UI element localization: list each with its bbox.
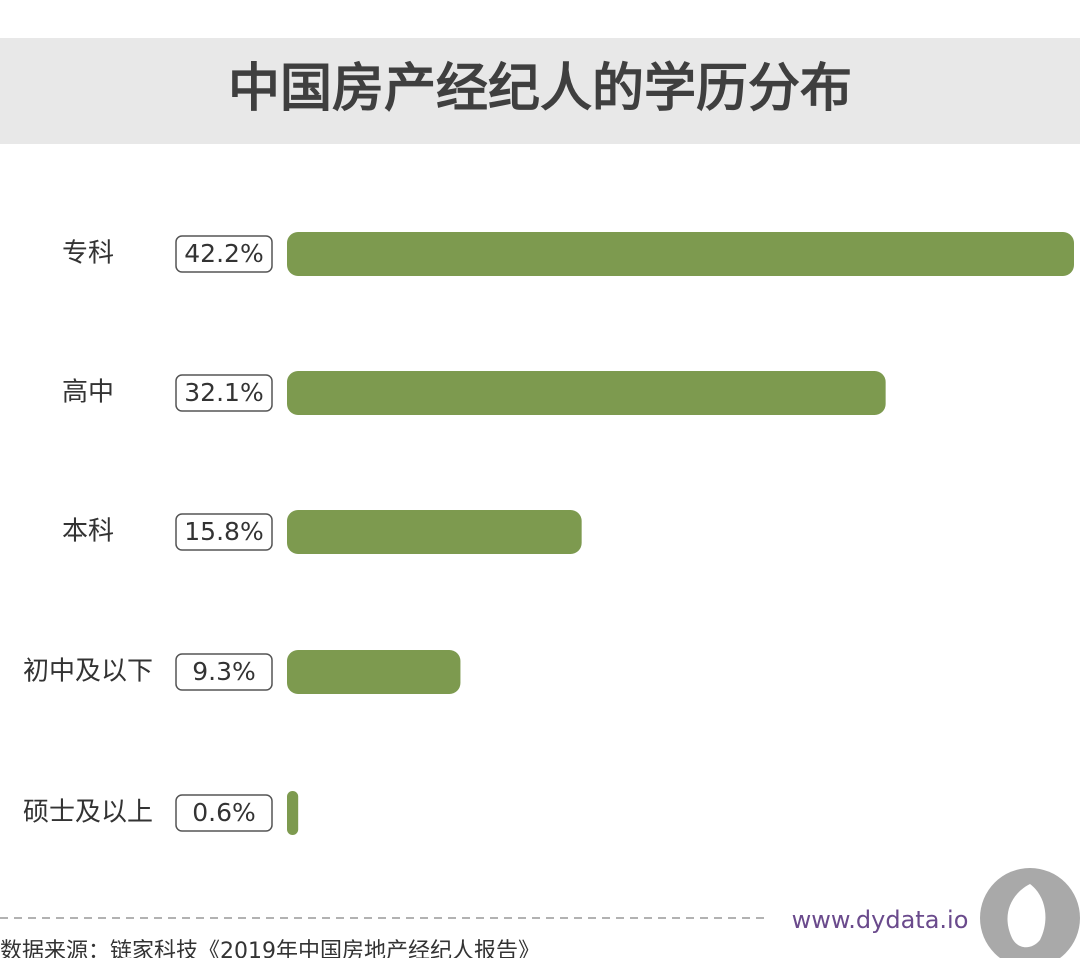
value-label: 15.8% [184, 517, 263, 546]
bar [287, 371, 886, 415]
category-label: 初中及以下 [23, 657, 153, 687]
title-band [0, 38, 1080, 144]
category-label: 本科 [62, 517, 114, 547]
source: 数据来源：链家科技《2019年中国房地产经纪人报告》 [0, 939, 540, 958]
value-label: 9.3% [192, 657, 256, 686]
value-label-box [175, 235, 273, 273]
value-label-box [175, 374, 273, 412]
bar [287, 232, 1074, 276]
bar [287, 791, 299, 835]
category-label: 专科 [62, 239, 114, 269]
chart-title: 中国房产经纪人的学历分布 [228, 59, 852, 119]
value-label: 32.1% [184, 378, 263, 407]
value-label-box [175, 653, 273, 691]
bar [287, 510, 582, 554]
value-label-box [175, 513, 273, 551]
value-label-box [175, 794, 273, 832]
website: www.dydata.io [792, 906, 969, 934]
category-label: 硕士及以上 [23, 798, 153, 828]
value-label: 0.6% [192, 798, 256, 827]
bar [287, 650, 461, 694]
logo-leaf [1007, 884, 1046, 948]
value-label: 42.2% [184, 239, 263, 268]
category-label: 高中 [62, 378, 114, 408]
